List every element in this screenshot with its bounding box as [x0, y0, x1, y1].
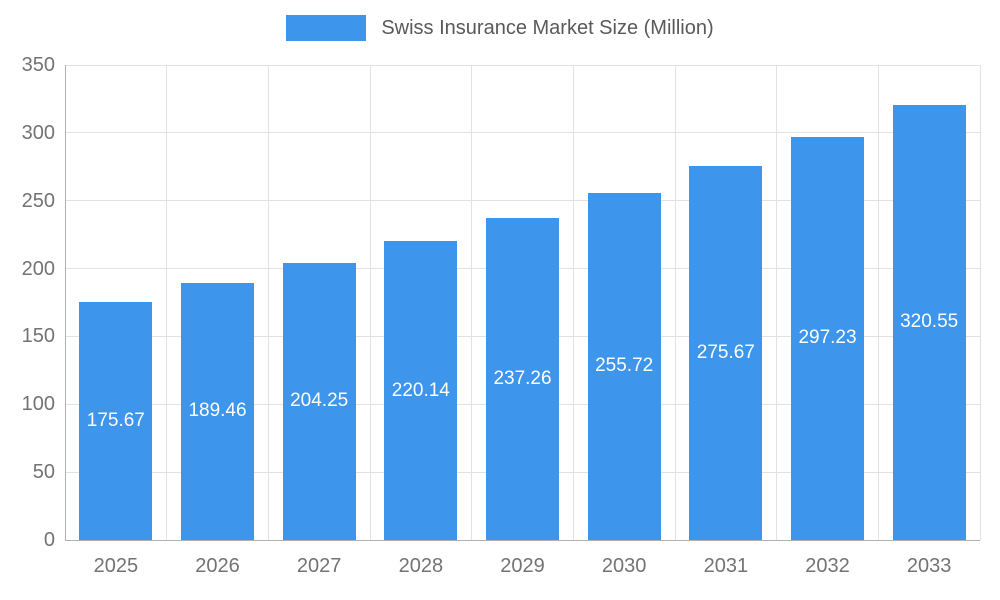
bar-value-label: 204.25 [290, 390, 349, 412]
gridline-vertical [877, 65, 879, 540]
bar-value-label: 255.72 [595, 355, 654, 377]
x-axis-tick-label: 2026 [195, 555, 240, 577]
gridline-vertical [267, 65, 269, 540]
gridline-vertical [166, 65, 168, 540]
bar[interactable]: 297.23 [791, 136, 864, 540]
y-axis-tick-label: 100 [21, 393, 55, 416]
y-axis-tick-label: 200 [21, 257, 55, 280]
bar[interactable]: 275.67 [689, 165, 763, 540]
x-axis-tick-label: 2027 [296, 555, 342, 577]
bar-value-label: 220.14 [391, 379, 450, 401]
gridline-vertical [471, 65, 473, 540]
y-axis-line [65, 65, 66, 540]
gridline-vertical [776, 65, 778, 540]
legend-swatch [286, 15, 367, 41]
x-axis-tick-label: 2032 [805, 555, 850, 577]
bar-value-label: 320.55 [900, 311, 959, 333]
bar[interactable]: 237.26 [486, 218, 559, 540]
bar-value-label: 237.26 [493, 367, 552, 389]
bar[interactable]: 320.55 [892, 104, 966, 540]
x-axis-tick-label: 2029 [500, 555, 545, 577]
gridline-vertical [979, 65, 981, 540]
gridline-vertical [572, 65, 574, 540]
y-axis-tick-label: 250 [21, 189, 55, 212]
x-axis-tick-label: 2030 [601, 555, 647, 577]
gridline-vertical [674, 65, 676, 540]
y-axis-tick-label: 350 [21, 54, 55, 76]
y-axis-tick-label: 0 [43, 529, 55, 551]
bar[interactable]: 220.14 [384, 241, 458, 540]
gridline-horizontal [65, 200, 980, 202]
x-axis-tick-label: 2025 [93, 555, 139, 577]
y-axis-tick-label: 150 [21, 325, 55, 348]
bar[interactable]: 204.25 [282, 262, 356, 540]
bar-value-label: 275.67 [696, 341, 755, 363]
gridline-horizontal [65, 64, 980, 66]
legend-label: Swiss Insurance Market Size (Million) [381, 16, 714, 39]
x-axis-tick-label: 2028 [398, 555, 444, 577]
y-axis-tick-label: 300 [21, 121, 55, 144]
x-axis-tick-label: 2031 [703, 555, 749, 577]
bar[interactable]: 255.72 [587, 192, 661, 540]
bar[interactable]: 189.46 [181, 282, 254, 540]
bar-value-label: 175.67 [86, 409, 145, 431]
y-axis-tick-label: 50 [32, 461, 55, 484]
bar-value-label: 189.46 [188, 400, 247, 422]
x-axis-tick-label: 2033 [906, 555, 952, 577]
x-axis-line [65, 540, 980, 541]
chart-legend[interactable]: Swiss Insurance Market Size (Million) [0, 15, 1000, 41]
gridline-vertical [369, 65, 371, 540]
bar[interactable]: 175.67 [79, 301, 153, 540]
bar-value-label: 297.23 [798, 327, 857, 349]
gridline-horizontal [65, 132, 980, 134]
